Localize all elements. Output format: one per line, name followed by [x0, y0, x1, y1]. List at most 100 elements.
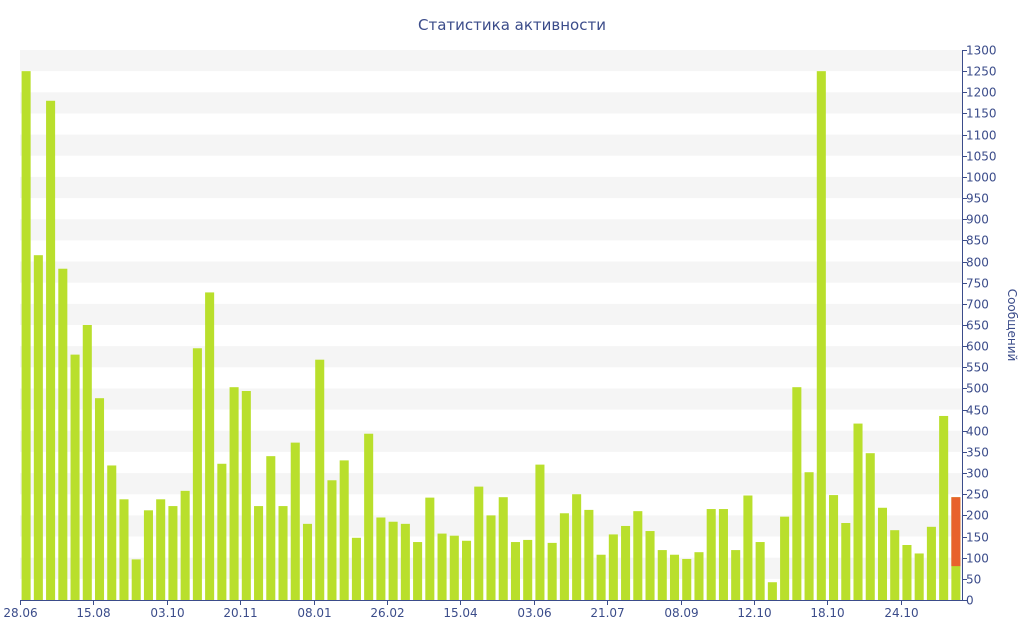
bar: [890, 530, 900, 600]
bar: [413, 542, 423, 600]
y-tick-label: 1100: [966, 129, 997, 143]
x-tick-label: 15.04: [443, 606, 477, 620]
x-ticks-group: 28.06 15.08 03.10 20.11 08.01 26.02 15.04 03.06…: [3, 600, 919, 620]
bar: [388, 521, 398, 600]
bar: [364, 433, 374, 600]
y-tick-label: 900: [966, 213, 989, 227]
grid-band: [20, 176, 962, 199]
chart-title: Статистика активности: [418, 16, 606, 34]
bar: [327, 480, 337, 600]
bar: [302, 523, 313, 600]
bar: [278, 506, 288, 600]
y-ticks-group: 0 50 100 150 200 250 300 350 400 450 500 550 600 650 7…: [962, 44, 997, 608]
bar: [510, 542, 520, 600]
x-tick-label: 03.10: [150, 606, 184, 620]
bar: [547, 542, 557, 600]
bar: [449, 535, 459, 600]
bar-highlight: [951, 497, 961, 567]
bar: [168, 506, 178, 600]
y-tick-label: 0: [966, 594, 974, 608]
bar: [315, 359, 325, 600]
grid-band: [20, 303, 962, 325]
grid-band: [20, 430, 962, 452]
y-tick-label: 450: [966, 404, 989, 418]
bar: [376, 517, 386, 600]
x-tick-label: 15.08: [76, 606, 110, 620]
y-tick-label: 850: [966, 234, 989, 248]
y-tick-label: 250: [966, 488, 989, 502]
y-tick-label: 700: [966, 298, 989, 312]
bars-group: [21, 71, 961, 601]
bar: [58, 268, 68, 600]
bar: [939, 415, 949, 600]
bar: [107, 465, 117, 600]
bar: [877, 507, 888, 600]
bar: [156, 499, 166, 600]
bar: [706, 509, 716, 600]
bar: [535, 464, 545, 600]
x-tick-label: 03.06: [517, 606, 551, 620]
y-tick-label: 1150: [966, 107, 997, 121]
bar: [474, 486, 484, 600]
x-tick-label: 18.10: [810, 606, 844, 620]
bar: [339, 460, 349, 600]
bar: [192, 348, 202, 600]
bar: [217, 463, 227, 600]
bar: [914, 553, 924, 600]
bar: [498, 497, 508, 600]
grid-band: [20, 134, 962, 156]
bar: [21, 71, 31, 600]
bar: [572, 494, 582, 600]
bar: [682, 558, 692, 600]
bar: [608, 534, 618, 600]
bar: [131, 559, 141, 600]
x-tick-label: 12.10: [737, 606, 771, 620]
bar: [780, 516, 790, 600]
bar: [143, 510, 153, 600]
x-tick-label: 26.02: [370, 606, 404, 620]
bar: [33, 255, 43, 600]
bar: [70, 354, 80, 600]
bar: [792, 387, 802, 600]
bar: [290, 442, 300, 600]
y-tick-label: 600: [966, 340, 989, 354]
bar: [841, 523, 851, 600]
bar: [205, 292, 215, 600]
bar: [926, 526, 936, 600]
y-tick-label: 300: [966, 467, 989, 481]
bar: [694, 552, 704, 600]
x-tick-label: 20.11: [223, 606, 257, 620]
bar: [94, 398, 105, 600]
grid-bands: [20, 50, 962, 579]
grid-band: [20, 219, 962, 241]
bar: [816, 71, 826, 600]
y-tick-label: 550: [966, 361, 989, 375]
bar: [902, 545, 912, 600]
bar: [351, 537, 361, 600]
bar: [559, 513, 569, 600]
grid-band: [20, 388, 962, 410]
bar: [425, 497, 435, 600]
bar: [829, 495, 839, 600]
bar: [596, 554, 606, 600]
bar: [82, 325, 92, 600]
bar: [633, 511, 643, 600]
y-tick-label: 100: [966, 552, 989, 566]
bar: [865, 453, 875, 600]
bar: [180, 490, 190, 600]
grid-band: [20, 346, 962, 368]
bar: [657, 550, 667, 600]
bar: [853, 423, 863, 600]
bar: [804, 472, 814, 600]
bar: [119, 499, 129, 600]
grid-band: [20, 473, 962, 495]
y-axis-label: Сообщений: [1005, 289, 1019, 362]
bar: [437, 533, 447, 600]
bar: [743, 495, 753, 600]
bar: [254, 506, 264, 600]
bar: [669, 554, 680, 600]
grid-band: [20, 50, 962, 72]
bar: [229, 387, 239, 600]
y-tick-label: 500: [966, 382, 989, 396]
y-tick-label: 1200: [966, 86, 997, 100]
